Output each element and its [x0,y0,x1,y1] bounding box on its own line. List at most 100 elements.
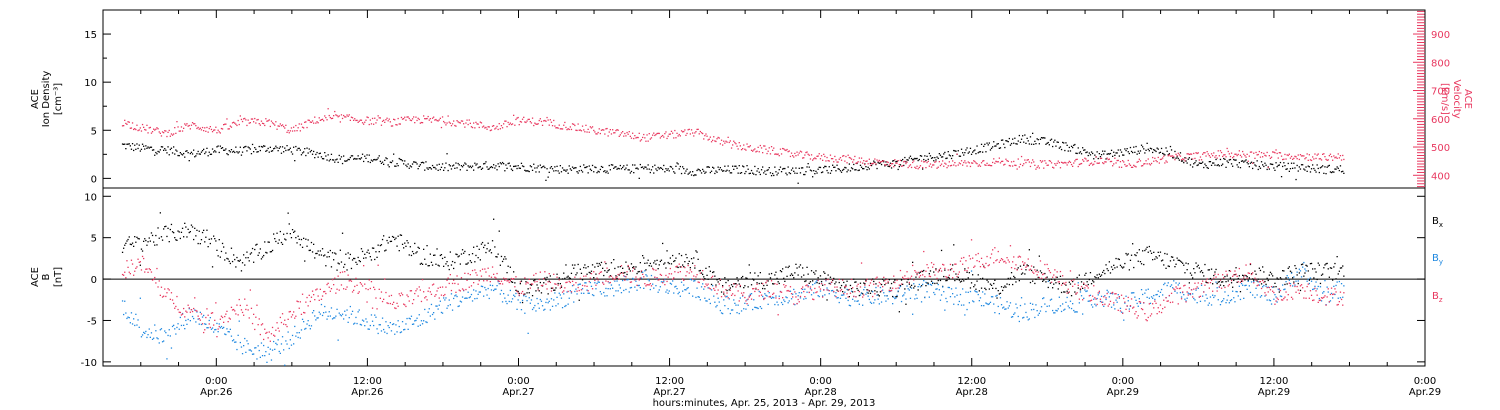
velocity-series-point [436,119,438,122]
density-series-point [793,170,795,172]
bz-series-point [486,280,488,282]
by-series-point [496,285,498,287]
bx-series-point [268,241,270,243]
by-series-point [219,327,221,329]
bz-series-point [244,298,246,300]
velocity-series-point [744,148,746,150]
density-series-point [546,168,548,170]
bx-series-point [269,251,271,253]
by-series-point [645,274,647,276]
bx-series-point [960,280,963,282]
velocity-series-point [156,127,158,129]
by-series-point [471,300,474,302]
by-series [121,261,1345,366]
density-series-point [1070,145,1073,147]
velocity-series-point [1166,161,1168,163]
bz-series-point [495,277,497,279]
bx-series-point [216,249,218,251]
bx-series-point [176,239,178,241]
density-series-point [467,165,469,167]
bx-series-point [1110,266,1113,268]
bx-series-point [1342,265,1344,267]
bx-series-point [1182,262,1184,264]
velocity-series-point [878,159,880,162]
by-series-point [303,321,305,323]
bx-series-point [131,242,134,244]
density-series-point [1057,141,1059,143]
by-series-point [1024,303,1026,305]
by-series-point [723,299,725,301]
by-series-point [1012,316,1014,318]
bx-series-point [423,248,425,250]
bz-series-point [431,284,434,286]
by-series-point [278,350,280,353]
by-series-point [1026,316,1028,318]
by-series-point [1117,294,1119,296]
velocity-series-point [814,157,816,159]
density-series-point [655,168,657,170]
bx-series-point [306,245,308,247]
density-series-point [247,146,249,148]
bx-series-point [614,267,616,270]
bx-series-point [327,251,329,253]
by-series-point [926,291,928,293]
bz-series-point [316,288,318,290]
velocity-series-point [1014,164,1016,166]
by-series-point [1243,297,1245,299]
bx-series-point [995,287,997,290]
density-series-point [1318,171,1320,174]
bx-series-point [745,277,747,279]
density-series-point [141,143,144,145]
bx-series-point [581,279,584,281]
by-series-point [306,323,308,325]
bx-series-point [1256,280,1258,282]
by-series-point [1155,294,1157,296]
by-series-point [907,288,909,290]
bx-series-point [1104,272,1106,275]
density-series-point [583,164,585,166]
bx-series-point [1284,283,1286,286]
bx-series-point [1086,281,1088,283]
by-series-point [757,307,759,310]
bz-series-point [411,302,414,305]
by-series-point [624,275,626,278]
bx-series-point [1223,285,1225,287]
velocity-series-point [883,160,885,162]
velocity-series-point [1015,164,1017,167]
density-series-point [1268,168,1270,170]
bx-series-point [732,285,734,288]
bx-series-point [1112,268,1114,271]
density-series-point [1193,163,1195,165]
by-series-point [1309,277,1312,279]
velocity-series-point [792,155,794,157]
bx-series-point [344,263,346,266]
bz-series-point [173,302,175,305]
velocity-series-point [1036,166,1038,169]
density-series-point [133,149,135,152]
velocity-series-point [1243,153,1245,155]
velocity-series-point [939,164,942,167]
by-series-point [1097,294,1099,296]
bx-series-point [527,288,529,290]
bx-series-point [336,269,338,271]
velocity-series-point [1074,160,1076,162]
bx-series-point [267,241,269,243]
bz-series-point [209,326,211,329]
density-series-point [1230,163,1233,165]
bz-series-point [206,308,208,310]
bx-series-point [839,287,842,289]
velocity-series-point [670,130,673,132]
velocity-series-point [497,128,499,131]
velocity-series-point [338,115,340,117]
bx-series-point [1200,270,1203,272]
velocity-series-point [1076,158,1078,160]
velocity-series-point [742,148,744,150]
density-series-point [453,164,455,166]
velocity-series-point [1253,152,1255,154]
bx-series-point [1063,291,1065,293]
velocity-series-point [374,117,376,119]
density-series-point [333,159,335,161]
by-series-point [893,296,895,298]
velocity-series-point [1266,151,1268,154]
velocity-series-point [677,135,679,137]
